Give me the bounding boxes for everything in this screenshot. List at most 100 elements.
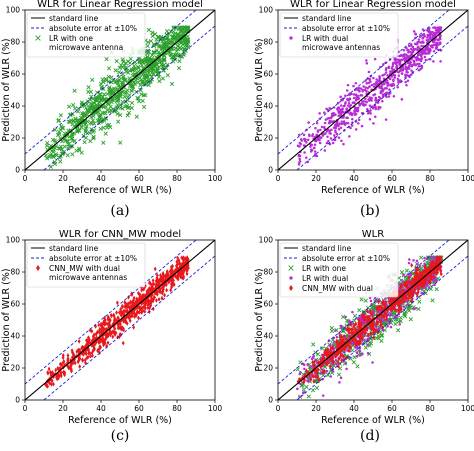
legend-box [279,12,399,58]
data-point [123,304,127,309]
data-point [373,296,377,300]
data-point [119,325,123,330]
data-point [323,125,326,129]
data-point [433,38,437,42]
data-point [88,327,92,333]
data-point [174,49,179,54]
data-point [48,369,52,375]
data-point [55,132,61,138]
data-point [123,316,127,322]
data-point [398,299,402,305]
data-point [171,32,177,37]
data-point [106,66,112,71]
data-point [381,99,384,103]
data-point [405,46,408,50]
data-point [427,52,431,55]
legend-marker [288,265,294,271]
data-point [406,48,409,52]
panel-caption: (c) [111,428,130,444]
data-point [398,292,402,298]
data-point [387,319,391,323]
data-point [106,314,110,320]
data-point [362,85,365,88]
data-point [414,42,418,46]
data-point [129,311,133,317]
data-point [108,322,112,328]
data-point [342,334,346,339]
data-point [185,37,191,43]
data-point [360,335,364,341]
data-point [44,156,50,161]
data-point [109,75,114,80]
data-point [410,262,414,268]
data-point [352,84,355,88]
data-point [172,271,176,276]
data-point [144,59,149,65]
data-point [185,39,190,44]
data-point [418,62,421,66]
data-point [143,298,147,303]
data-point [298,154,302,158]
data-point [432,35,435,39]
data-point [178,29,183,34]
data-point [138,87,143,93]
data-point [315,154,319,158]
data-point [387,95,391,98]
data-point [421,49,424,53]
data-point [157,44,162,49]
data-point [354,327,357,332]
data-point [337,124,340,128]
data-point [179,261,183,267]
data-point [355,355,359,358]
data-point [357,86,361,90]
data-point [412,47,416,51]
data-point [160,295,164,301]
data-point [385,67,388,70]
error-line-1 [278,10,450,155]
data-point [135,95,140,101]
data-point [309,377,313,382]
data-point [388,88,391,91]
data-point [133,311,137,317]
data-point [379,318,382,323]
y-tick-label: 20 [10,364,20,373]
data-point [416,267,420,272]
data-point [173,268,177,273]
data-point [143,305,147,311]
data-point [348,112,352,116]
data-point [308,375,312,378]
data-point [398,79,402,82]
data-point [356,346,360,350]
data-point [119,306,123,312]
data-point [428,30,432,33]
data-point [91,136,96,141]
data-point [163,292,166,298]
data-point [67,365,71,371]
data-point [134,303,138,308]
data-point [400,58,404,62]
data-point [66,142,71,147]
data-point [392,61,395,65]
data-point [92,347,96,352]
data-point [374,97,378,101]
data-point [418,270,422,276]
data-point [154,298,158,303]
data-point [59,373,63,379]
data-point [145,43,150,49]
data-point [366,332,370,338]
y-tick-label: 60 [10,70,20,79]
data-point [333,123,337,127]
data-point [71,102,76,108]
data-point [380,307,384,313]
data-point [340,122,344,126]
data-point [175,43,181,49]
data-point [314,359,318,362]
data-point [349,322,353,327]
data-point [139,92,144,97]
data-point [435,270,439,276]
data-point [120,99,125,105]
data-point [384,118,388,121]
axes-frame [277,9,469,171]
data-point [335,335,339,339]
data-point [55,376,59,382]
